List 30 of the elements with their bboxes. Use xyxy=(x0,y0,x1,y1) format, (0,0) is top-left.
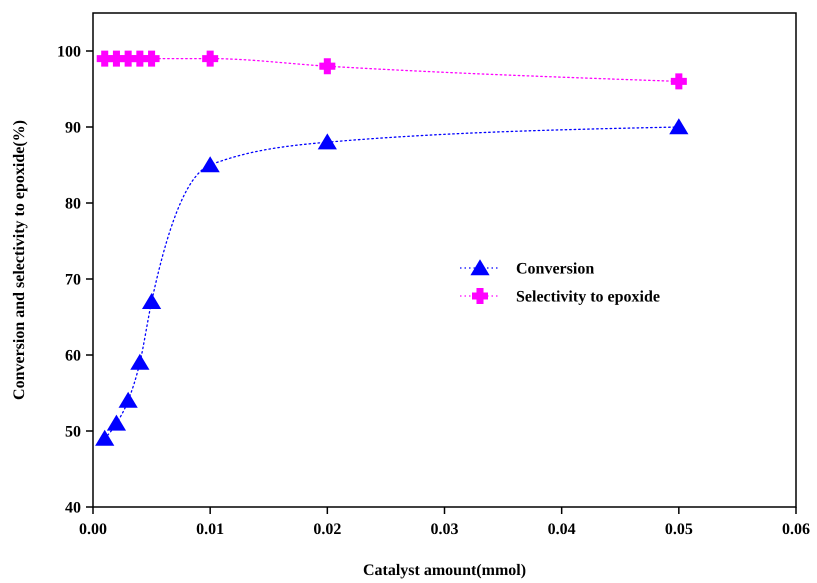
x-tick-label: 0.05 xyxy=(664,521,693,538)
x-tick-label: 0.03 xyxy=(430,521,458,538)
point xyxy=(202,50,218,67)
point xyxy=(106,414,126,431)
y-tick-label: 90 xyxy=(65,120,81,137)
y-tick-label: 80 xyxy=(65,196,81,213)
point xyxy=(319,58,336,74)
legend-label: Selectivity to epoxide xyxy=(516,288,660,306)
y-tick-label: 40 xyxy=(65,500,81,517)
point xyxy=(318,133,337,150)
x-tick-label: 0.02 xyxy=(313,521,342,538)
y-axis-title: Conversion and selectivity to epoxide(%) xyxy=(11,120,28,400)
point xyxy=(130,354,150,370)
y-tick-label: 60 xyxy=(65,348,81,365)
y-tick-label: 50 xyxy=(65,424,81,441)
point xyxy=(669,118,688,134)
point xyxy=(95,430,114,446)
point xyxy=(670,73,687,90)
point xyxy=(142,293,162,309)
point xyxy=(118,392,138,408)
x-tick-label: 0.04 xyxy=(548,521,576,538)
y-tick-label: 100 xyxy=(57,44,81,61)
legend-label: Conversion xyxy=(516,260,594,278)
x-tick-label: 0.06 xyxy=(782,521,810,538)
x-tick-label: 0.00 xyxy=(79,521,107,538)
x-tick-label: 0.01 xyxy=(196,521,224,538)
y-tick-label: 70 xyxy=(65,272,81,289)
point xyxy=(144,50,160,67)
x-axis-title: Catalyst amount(mmol) xyxy=(362,562,526,579)
point xyxy=(200,156,220,172)
